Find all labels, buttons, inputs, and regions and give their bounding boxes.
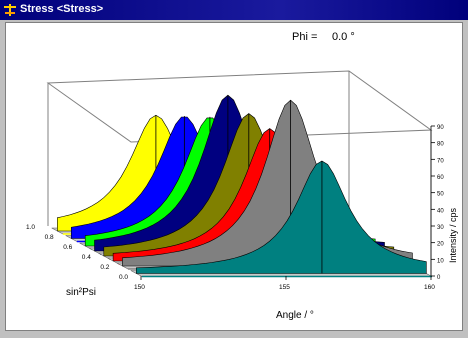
intensity-tick-label: 40 xyxy=(437,208,444,214)
sin2psi-tick-label: 0.0 xyxy=(119,274,128,281)
intensity-tick-label: 20 xyxy=(437,242,444,248)
intensity-tick-label: 70 xyxy=(437,158,444,164)
plot-area: 0 10 20 30 40 50 60 70 80 90 0.0 0.2 0.4 0.6 0.8 1.0 1… xyxy=(5,22,463,331)
intensity-axis: 0 10 20 30 40 50 60 70 80 90 xyxy=(430,125,444,281)
stress-3d-chart: 0 10 20 30 40 50 60 70 80 90 0.0 0.2 0.4 0.6 0.8 1.0 1… xyxy=(26,31,458,321)
sin2psi-axis: 0.0 0.2 0.4 0.6 0.8 1.0 xyxy=(26,224,128,281)
intensity-tick-label: 0 xyxy=(437,275,441,281)
phi-value: 0.0 ° xyxy=(332,31,355,43)
angle-tick-label: 155 xyxy=(279,284,290,291)
sin2psi-tick-label: 0.8 xyxy=(45,234,54,241)
angle-tick-label: 160 xyxy=(424,284,435,291)
sin2psi-tick-label: 0.2 xyxy=(100,264,109,271)
y-axis-label: sin²Psi xyxy=(66,287,96,298)
angle-tick-label: 150 xyxy=(134,284,145,291)
angle-axis: 150 155 160 xyxy=(134,276,435,291)
intensity-tick-label: 10 xyxy=(437,258,444,264)
sin2psi-tick-label: 0.4 xyxy=(82,254,91,261)
phi-label: Phi = xyxy=(292,31,317,43)
intensity-tick-label: 60 xyxy=(437,175,444,181)
intensity-tick-label: 50 xyxy=(437,192,444,198)
intensity-tick-label: 30 xyxy=(437,225,444,231)
peak-area xyxy=(135,160,427,274)
sin2psi-tick-label: 1.0 xyxy=(26,224,35,231)
window-title: Stress <Stress> xyxy=(20,3,104,15)
z-axis-label: Intensity / cps xyxy=(448,207,458,263)
intensity-tick-label: 90 xyxy=(437,125,444,131)
peaks xyxy=(57,94,427,274)
x-axis-label: Angle / ° xyxy=(276,310,314,321)
app-icon xyxy=(4,4,16,16)
title-bar[interactable]: Stress <Stress> xyxy=(0,0,468,20)
intensity-tick-label: 80 xyxy=(437,142,444,148)
sin2psi-tick-label: 0.6 xyxy=(63,244,72,251)
